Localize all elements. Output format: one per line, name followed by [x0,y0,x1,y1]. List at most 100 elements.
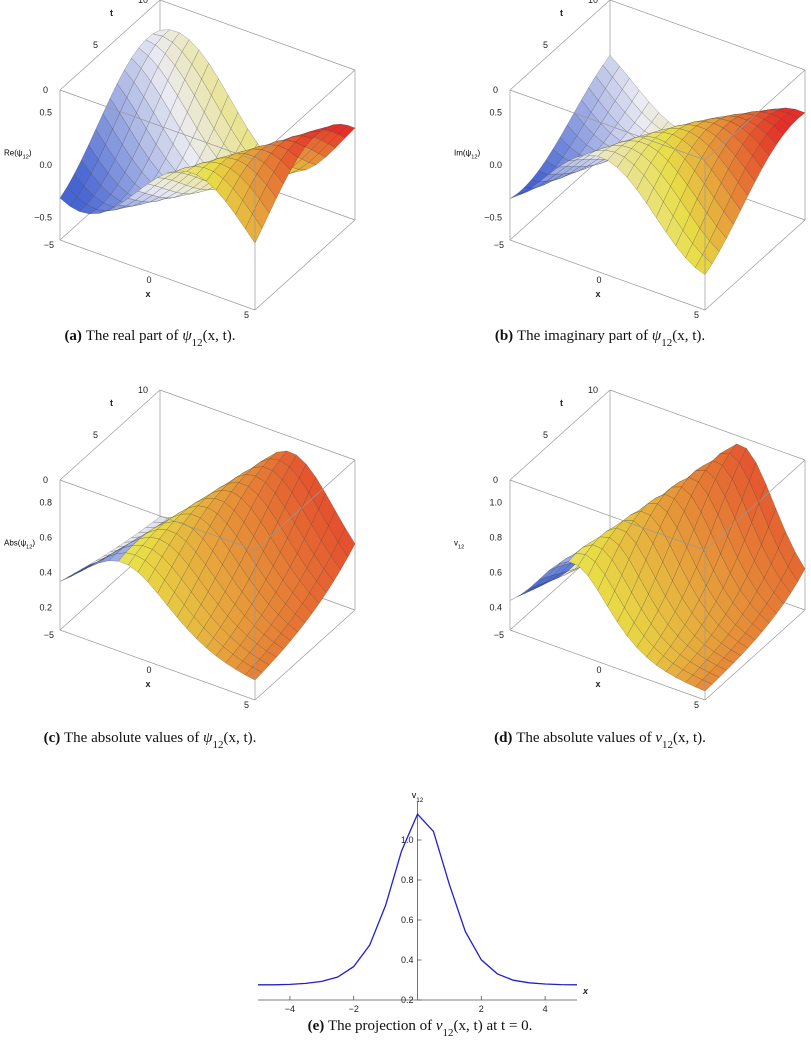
axis-label: Re(ψ12) [4,149,32,161]
t-tick-label: 10 [588,0,598,5]
axis-label: Im(ψ12) [454,149,481,161]
x-axis-label: x [582,986,589,996]
z-tick-label: −0.5 [484,213,502,223]
label-subscript: 12 [23,155,29,161]
box-edge [254,69,356,161]
label-subscript: 12 [458,545,464,551]
surface-patch [519,585,537,596]
label-text: Re(ψ [4,149,23,158]
caption-label: (a) [64,328,82,344]
t-tick-label: 10 [588,385,598,395]
box-edge [159,0,356,71]
box-edge [254,219,356,311]
caption-subscript: 12 [192,337,203,349]
y-tick-label: 0.6 [401,915,414,925]
caption-text: The absolute values of [516,730,655,746]
label-subscript: 12 [416,797,424,804]
caption: (c) The absolute values of ψ12(x, t). [44,730,257,751]
box-edge [59,389,161,481]
z-tick-label: 0.2 [39,603,52,613]
box-edge [704,459,806,551]
caption-subscript: 12 [661,337,672,349]
caption-subscript: 12 [212,739,223,751]
x-axis-label: x [596,679,601,689]
t-axis-label: t [110,8,113,18]
box-edge [609,389,806,461]
z-tick-label: 0.6 [39,533,52,543]
axis-label: v12 [454,539,464,551]
box-edge [59,239,256,311]
caption-text: The imaginary part of [517,328,652,344]
box-edge [159,389,356,461]
caption-symbol: v [655,730,662,746]
caption: (d) The absolute values of v12(x, t). [494,730,706,751]
label-subscript: 12 [26,545,32,551]
caption: (a) The real part of ψ12(x, t). [64,328,235,349]
caption-subscript: 12 [662,739,673,751]
box-edge [59,479,256,551]
x-tick-label: −5 [44,630,54,640]
box-edge [509,389,611,481]
label-text: ) [478,149,481,158]
caption-tail: (x, t). [673,730,706,746]
surface-patch [695,254,713,276]
t-axis-label: t [110,398,113,408]
x-tick-label: 2 [479,1004,484,1014]
t-tick-label: 10 [138,385,148,395]
caption-symbol: v [436,1018,443,1034]
t-tick-label: 0 [43,85,48,95]
x-axis-label: x [596,289,601,299]
caption-symbol: ψ [203,730,213,746]
label-text: Im(ψ [454,149,472,158]
y-tick-label: 0.8 [401,875,414,885]
surface-plot: 0 5 10 t −5 0 5 x 0.5 0.0 −0.5 Re(ψ12) [4,0,356,320]
caption-symbol: ψ [652,328,662,344]
surface-patch [694,679,713,692]
label-text: ) [29,149,32,158]
x-tick-label: −5 [494,630,504,640]
x-tick-label: 0 [596,275,601,285]
x-tick-label: −5 [44,240,54,250]
surface-plot: 0 5 10 t −5 0 5 x 1.0 0.8 0.6 0.4 v12 [454,385,806,710]
x-tick-label: 5 [694,700,699,710]
z-tick-label: 0.5 [489,108,502,118]
caption-tail: (x, t) at t = 0. [454,1018,533,1034]
box-edge [704,219,806,311]
z-tick-label: 0.4 [489,603,502,613]
caption-label: (d) [494,730,512,746]
y-tick-label: 0.4 [401,955,414,965]
z-tick-label: 0.6 [489,568,502,578]
box-edge [509,239,706,311]
caption-subscript: 12 [443,1027,454,1039]
box-edge [509,89,706,161]
caption-tail: (x, t). [672,328,705,344]
x-tick-label: −4 [285,1004,295,1014]
z-tick-label: 0.5 [39,108,52,118]
caption-tail: (x, t). [203,328,236,344]
axis-label: Abs(ψ12) [4,539,35,551]
box-edge [59,0,161,91]
caption-symbol: ψ [182,328,192,344]
label-text: ) [32,539,35,548]
box-edge [59,89,256,161]
z-tick-label: 0.8 [39,498,52,508]
t-tick-label: 5 [93,430,98,440]
box-edge [59,629,256,701]
box-edge [509,629,706,701]
x-tick-label: 0 [596,665,601,675]
surface-patch [245,213,263,244]
box-edge [704,69,806,161]
z-tick-label: 0.8 [489,533,502,543]
caption: (b) The imaginary part of ψ12(x, t). [495,328,705,349]
x-tick-label: −2 [349,1004,359,1014]
caption-text: The real part of [86,328,183,344]
caption: (e) The projection of v12(x, t) at t = 0… [308,1018,533,1039]
t-tick-label: 0 [493,85,498,95]
x-tick-label: 5 [244,700,249,710]
caption-tail: (x, t). [223,730,256,746]
surface-plot: 0 5 10 t −5 0 5 x 0.5 0.0 −0.5 Im(ψ12) [454,0,806,320]
box-edge [254,459,356,551]
x-tick-label: 0 [146,665,151,675]
t-tick-label: 0 [43,475,48,485]
